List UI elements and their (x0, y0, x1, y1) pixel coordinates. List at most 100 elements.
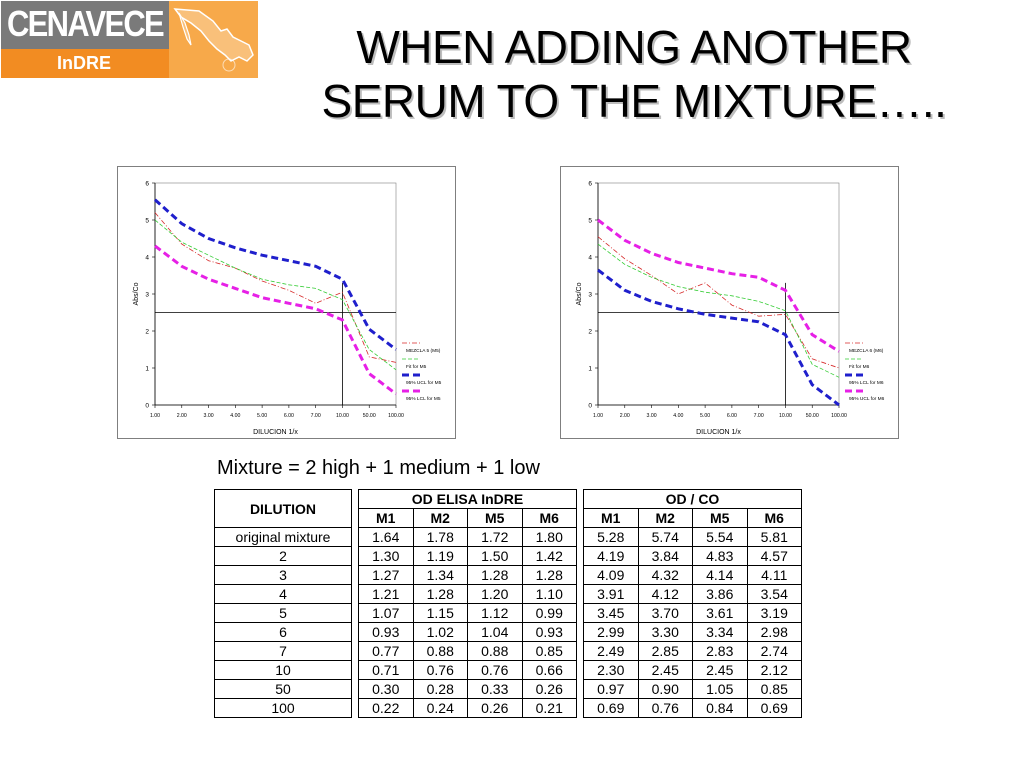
od-co-cell: 2.85 (637, 641, 693, 661)
od-cell: 0.30 (358, 679, 414, 699)
chart-m5: 0 1 2 3 4 5 6 1.00 2.00 3.00 4.00 5.00 6.00 7.00 10.00… (133, 181, 442, 437)
od-cell: 1.72 (467, 527, 523, 547)
chart-m5-frame: 0 1 2 3 4 5 6 1.00 2.00 3.00 4.00 5.00 6.00 7.00 10.00… (117, 166, 456, 439)
series-line-0 (154, 212, 397, 363)
x-tick-label: 3.00 (647, 413, 657, 419)
x-tick-label: 10.00 (779, 413, 792, 419)
od-elisa-header: OD ELISA InDRE (358, 489, 577, 509)
table-row: 0.30 0.28 0.33 0.26 (358, 679, 577, 699)
od-cell: 0.21 (521, 698, 577, 718)
od-cell: 1.20 (467, 584, 523, 604)
x-tick-label: 4.00 (230, 413, 240, 419)
table-row: 100 (214, 698, 352, 718)
chart-m6-frame: 0 1 2 3 4 5 6 1.00 2.00 3.00 4.00 5.00 6.00 7.00 10.00… (560, 166, 899, 439)
legend-label: MEZCLA 6 (M6) (849, 348, 884, 354)
table-row: 10 (214, 660, 352, 680)
table-row: 0.22 0.24 0.26 0.21 (358, 698, 577, 718)
od-co-cell: 5.74 (637, 527, 693, 547)
od-cell: 0.76 (412, 660, 468, 680)
od-co-cell: 3.61 (692, 603, 748, 623)
y-tick-label: 0 (145, 403, 149, 410)
od-co-cell: 0.97 (583, 679, 639, 699)
od-cell: 0.93 (358, 622, 414, 642)
od-co-cell: 4.12 (637, 584, 693, 604)
od-co-cell: 4.14 (692, 565, 748, 585)
column-header: M1 (358, 508, 414, 528)
table-row: 1.64 1.78 1.72 1.80 (358, 527, 577, 547)
od-cell: 0.77 (358, 641, 414, 661)
cenavece-indre-logo: CENAVECE InDRE (1, 1, 258, 78)
table-row: 5.28 5.74 5.54 5.81 (583, 527, 802, 547)
column-header: M6 (521, 508, 577, 528)
x-tick-label: 10.00 (336, 413, 349, 419)
od-co-cell: 2.45 (692, 660, 748, 680)
od-cell: 1.80 (521, 527, 577, 547)
od-co-cell: 3.86 (692, 584, 748, 604)
logo-text-block: CENAVECE InDRE (1, 1, 169, 78)
column-header: M2 (637, 508, 693, 528)
mixture-caption: Mixture = 2 high + 1 medium + 1 low (217, 457, 540, 479)
od-cell: 1.04 (467, 622, 523, 642)
od-cell: 1.10 (521, 584, 577, 604)
y-tick-label: 5 (588, 218, 592, 225)
y-tick-label: 4 (145, 255, 149, 262)
od-cell: 1.21 (358, 584, 414, 604)
series-line-2 (153, 198, 397, 351)
table-row: 4.19 3.84 4.83 4.57 (583, 546, 802, 566)
od-cell: 1.42 (521, 546, 577, 566)
od-cell: 1.78 (412, 527, 468, 547)
table-row: 0.97 0.90 1.05 0.85 (583, 679, 802, 699)
od-co-cell: 0.84 (692, 698, 748, 718)
y-tick-label: 2 (588, 329, 592, 336)
series-line-3 (597, 218, 840, 353)
x-tick-label: 3.00 (204, 413, 214, 419)
series-line-3 (154, 244, 397, 396)
od-cell: 1.07 (358, 603, 414, 623)
dilution-cell: 2 (214, 546, 352, 566)
table-row: 3.91 4.12 3.86 3.54 (583, 584, 802, 604)
table-row: 4 (214, 584, 352, 604)
od-co-cell: 4.19 (583, 546, 639, 566)
x-tick-label: 2.00 (620, 413, 630, 419)
od-cell: 0.88 (412, 641, 468, 661)
y-tick-label: 4 (588, 255, 592, 262)
table-row: 0.93 1.02 1.04 0.93 (358, 622, 577, 642)
x-tick-label: 4.00 (673, 413, 683, 419)
od-cell: 1.02 (412, 622, 468, 642)
x-tick-label: 100.00 (388, 413, 404, 419)
x-tick-label: 2.00 (177, 413, 187, 419)
od-cell: 0.26 (521, 679, 577, 699)
od-co-cell: 4.11 (746, 565, 802, 585)
od-cell: 0.22 (358, 698, 414, 718)
od-co-cell: 2.30 (583, 660, 639, 680)
od-co-cell: 3.54 (746, 584, 802, 604)
legend-label: 95% LCL for M6 (849, 380, 884, 386)
od-co-cell: 2.99 (583, 622, 639, 642)
dilution-cell: 4 (214, 584, 352, 604)
table-row: 0.71 0.76 0.76 0.66 (358, 660, 577, 680)
x-tick-label: 100.00 (831, 413, 847, 419)
od-elisa-table: OD ELISA InDRE M1 M2 M5 M6 1.64 1.78 1.72 1.80… (358, 489, 577, 718)
od-co-cell: 0.90 (637, 679, 693, 699)
legend-label: Fit for M6 (849, 364, 870, 370)
od-cell: 1.28 (521, 565, 577, 585)
y-tick-label: 1 (588, 366, 592, 373)
table-row: 4.09 4.32 4.14 4.11 (583, 565, 802, 585)
od-co-cell: 3.45 (583, 603, 639, 623)
table-row: 3.45 3.70 3.61 3.19 (583, 603, 802, 623)
series-line-0 (597, 236, 840, 369)
dilution-cell: original mixture (214, 527, 352, 547)
od-cell: 1.34 (412, 565, 468, 585)
od-cell: 0.66 (521, 660, 577, 680)
od-cell: 0.76 (467, 660, 523, 680)
dilution-header: DILUTION (214, 489, 352, 528)
column-header: M5 (692, 508, 748, 528)
od-co-cell: 5.54 (692, 527, 748, 547)
dilution-cell: 6 (214, 622, 352, 642)
od-co-cell: 2.74 (746, 641, 802, 661)
legend-label: 95% UCL for M6 (849, 396, 885, 402)
od-cell: 1.15 (412, 603, 468, 623)
od-co-cell: 2.45 (637, 660, 693, 680)
table-row: 3 (214, 565, 352, 585)
od-co-cell: 4.09 (583, 565, 639, 585)
